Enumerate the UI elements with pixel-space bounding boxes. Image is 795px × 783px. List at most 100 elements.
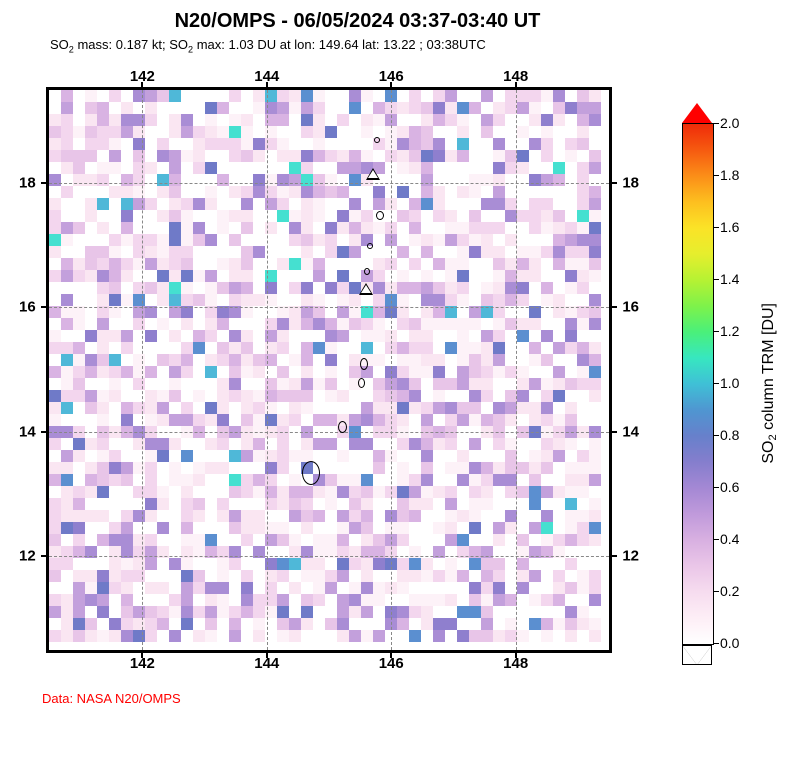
data-pixel [121,534,133,546]
data-pixel [301,294,313,306]
data-pixel [313,594,325,606]
data-pixel [433,138,445,150]
colorbar-tick-mark [714,643,719,644]
data-pixel [565,402,577,414]
data-pixel [577,606,589,618]
data-pixel [241,450,253,462]
data-pixel [349,246,361,258]
data-pixel [241,366,253,378]
data-pixel [169,558,181,570]
data-pixel [289,210,301,222]
data-pixel [337,114,349,126]
data-pixel [541,198,553,210]
data-pixel [121,210,133,222]
data-pixel [49,594,61,606]
data-pixel [253,402,265,414]
data-pixel [445,282,457,294]
colorbar-tick-label: 0.0 [720,635,739,651]
data-pixel [541,522,553,534]
volcano-marker [366,168,380,180]
data-pixel [49,522,61,534]
data-pixel [457,534,469,546]
gridline-h [49,307,609,308]
data-pixel [565,234,577,246]
data-pixel [553,486,565,498]
data-pixel [553,258,565,270]
data-pixel [397,378,409,390]
data-pixel [169,414,181,426]
data-pixel [457,294,469,306]
data-pixel [289,558,301,570]
data-pixel [565,330,577,342]
data-pixel [73,258,85,270]
data-pixel [433,294,445,306]
data-pixel [277,594,289,606]
data-pixel [181,258,193,270]
data-pixel [73,594,85,606]
data-pixel [553,414,565,426]
data-pixel [49,210,61,222]
data-pixel [589,390,601,402]
data-pixel [61,510,73,522]
data-pixel [181,210,193,222]
data-pixel [277,618,289,630]
data-pixel [193,270,205,282]
data-pixel [409,630,421,642]
data-pixel [397,150,409,162]
data-pixel [193,462,205,474]
data-pixel [445,558,457,570]
data-pixel [325,246,337,258]
data-pixel [433,366,445,378]
data-pixel [433,438,445,450]
data-pixel [169,246,181,258]
data-pixel [313,438,325,450]
data-pixel [565,486,577,498]
data-pixel [577,618,589,630]
tick-mark [41,306,49,308]
data-pixel [181,402,193,414]
data-pixel [61,474,73,486]
data-pixel [157,486,169,498]
data-pixel [289,378,301,390]
data-pixel [577,162,589,174]
data-pixel [433,486,445,498]
data-pixel [289,102,301,114]
data-pixel [337,618,349,630]
data-pixel [433,318,445,330]
data-pixel [325,582,337,594]
data-pixel [241,474,253,486]
data-pixel [397,438,409,450]
data-pixel [241,138,253,150]
data-pixel [73,606,85,618]
data-pixel [445,150,457,162]
data-pixel [457,378,469,390]
data-pixel [193,342,205,354]
data-pixel [553,294,565,306]
data-pixel [157,390,169,402]
data-pixel [289,162,301,174]
data-pixel [313,510,325,522]
data-pixel [241,402,253,414]
data-pixel [517,366,529,378]
data-pixel [97,450,109,462]
data-pixel [397,534,409,546]
data-pixel [541,534,553,546]
data-pixel [457,234,469,246]
chart-subtitle: SO2 mass: 0.187 kt; SO2 max: 1.03 DU at … [50,37,785,55]
data-pixel [337,270,349,282]
data-pixel [517,270,529,282]
data-pixel [289,222,301,234]
data-pixel [361,438,373,450]
data-pixel [109,258,121,270]
data-pixel [397,294,409,306]
data-pixel [337,318,349,330]
data-pixel [301,606,313,618]
data-pixel [517,294,529,306]
data-pixel [61,450,73,462]
data-pixel [289,318,301,330]
data-pixel [373,534,385,546]
data-pixel [469,354,481,366]
data-pixel [529,594,541,606]
data-pixel [73,618,85,630]
tick-mark [141,82,143,90]
